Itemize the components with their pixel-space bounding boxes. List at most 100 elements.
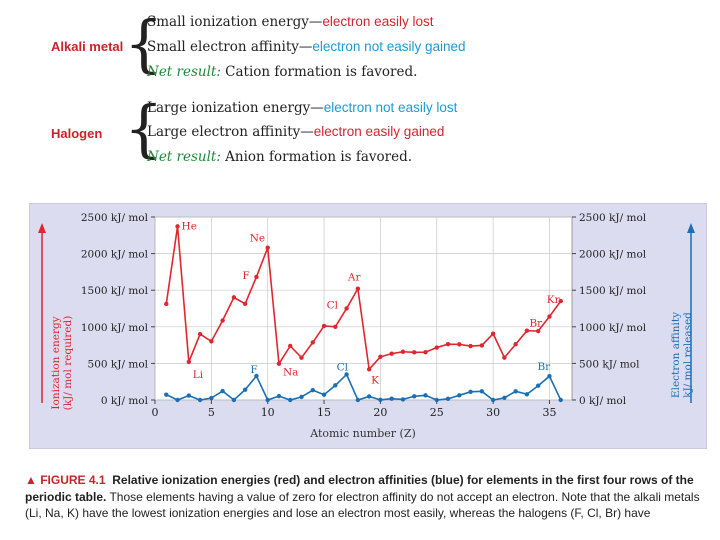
- halogen-net-result: Anion formation is favored.: [220, 149, 413, 165]
- halogen-net-result-label: Net result:: [147, 149, 221, 165]
- electron-affinity-point: [265, 397, 270, 403]
- element-label-br: Br: [529, 318, 543, 330]
- plot-area: [154, 216, 573, 401]
- right-axis-arrowhead: [687, 223, 695, 233]
- ionization-energy-point: [558, 298, 563, 304]
- y-tick-label-right: 500 kJ/ mol: [579, 358, 640, 370]
- ionization-energy-point: [412, 350, 417, 355]
- alkali-line-1-b: electron easily lost: [322, 14, 434, 29]
- alkali-line-2-b: electron not easily gained: [312, 39, 466, 54]
- series-group: [164, 224, 563, 403]
- label-group: He Ne F Ar Cl Kr Br Li Na K F Cl Br: [182, 220, 561, 386]
- electron-affinity-point: [355, 397, 361, 403]
- y-axis-title-right: Electron affinitykJ/ mol released: [670, 312, 694, 398]
- halogen-line-1-a: Large ionization energy—: [147, 100, 324, 116]
- ionization-energy-point: [164, 301, 169, 307]
- axis-title-line-1: Ionization energy: [50, 316, 62, 409]
- electron-affinity-point: [254, 373, 259, 379]
- ionization-energy-point: [423, 350, 428, 355]
- ionization-energy-point: [524, 328, 530, 333]
- electron-affinity-point: [197, 397, 203, 403]
- halogen-line-3: Net result: Anion formation is favored.: [147, 149, 412, 165]
- ionization-energy-point: [468, 343, 473, 349]
- ionization-energy-point: [242, 301, 248, 307]
- ionization-energy-point: [299, 355, 304, 360]
- ionization-affinity-chart: 0 kJ/ mol 0 kJ/ mol 500 kJ/ mol 500 kJ/ mol…: [29, 203, 707, 449]
- alkali-line-3: Net result: Cation formation is favored.: [147, 64, 417, 80]
- halogen-block: Halogen { Large ionization energy—electr…: [0, 93, 720, 183]
- alkali-line-2: Small electron affinity—electron not eas…: [147, 39, 466, 55]
- x-tick-label: 0: [152, 406, 159, 419]
- element-label-cl: Cl: [337, 361, 349, 373]
- ionization-energy-point: [547, 314, 552, 319]
- element-label-na: Na: [283, 367, 298, 379]
- electron-affinity-point: [231, 397, 237, 403]
- electron-affinity-point: [389, 396, 394, 401]
- element-label-br: Br: [537, 361, 551, 373]
- electron-affinity-point: [490, 397, 496, 403]
- grid: [154, 216, 572, 401]
- y-axis-title-left: Ionization energy(kJ/ mol required): [50, 316, 74, 411]
- electron-affinity-point: [276, 393, 282, 399]
- electron-affinity-point: [457, 393, 462, 398]
- ionization-energy-point: [209, 339, 214, 344]
- x-tick-label: 15: [317, 406, 331, 419]
- alkali-line-1: Small ionization energy—electron easily …: [147, 14, 433, 30]
- y-tick-label-left: 1000 kJ/ mol: [81, 322, 149, 334]
- electron-affinity-point: [366, 394, 372, 399]
- ionization-energy-point: [513, 342, 518, 347]
- x-tick-label: 35: [542, 406, 556, 419]
- y-tick-label-left: 2500 kJ/ mol: [81, 212, 149, 224]
- x-tick-label: 25: [430, 406, 444, 419]
- electron-affinity-point: [479, 389, 485, 394]
- electron-affinity-point: [209, 395, 214, 401]
- halogen-line-2-a: Large electron affinity—: [147, 124, 314, 140]
- electron-affinity-point: [434, 397, 439, 403]
- ionization-energy-point: [502, 355, 507, 360]
- electron-affinity-point: [502, 395, 507, 401]
- ionization-energy-point: [344, 306, 349, 311]
- ionization-energy-point: [389, 351, 394, 356]
- ionization-energy-point: [490, 331, 496, 336]
- axis-title-line-1: Electron affinity: [670, 312, 682, 398]
- figure-body: Those elements having a value of zero fo…: [25, 489, 700, 521]
- alkali-net-result-label: Net result:: [147, 64, 221, 80]
- electron-affinity-point: [299, 394, 304, 400]
- y-tick-label-left: 0 kJ/ mol: [101, 395, 149, 407]
- electron-affinity-point: [333, 383, 338, 388]
- ionization-energy-point: [321, 323, 327, 329]
- figure-number: ▲ FIGURE 4.1: [25, 473, 106, 487]
- ionization-energy-point: [479, 343, 485, 348]
- ionization-energy-point: [254, 274, 259, 280]
- electron-affinity-point: [378, 397, 383, 403]
- figure-title: Relative ionization energies (red) and e…: [25, 473, 694, 504]
- y-tick-label-right: 2500 kJ/ mol: [579, 212, 647, 224]
- ionization-energy-point: [535, 328, 541, 334]
- electron-affinity-point: [310, 387, 315, 393]
- left-axis-arrowhead: [38, 223, 46, 233]
- ionization-energy-point: [434, 345, 439, 350]
- element-label-ar: Ar: [347, 272, 362, 284]
- figure-caption: ▲ FIGURE 4.1 Relative ionization energie…: [25, 472, 715, 522]
- alkali-metal-label: Alkali metal: [51, 39, 124, 54]
- electron-affinity-point: [220, 388, 225, 394]
- y-tick-label-right: 1500 kJ/ mol: [579, 285, 647, 297]
- ionization-energy-point: [310, 340, 315, 345]
- x-tick-label: 20: [373, 406, 387, 419]
- ionization-energy-point: [400, 349, 406, 354]
- y-tick-label-right: 2000 kJ/ mol: [579, 249, 647, 261]
- electron-affinity-point: [423, 393, 428, 398]
- ionization-energy-point: [378, 354, 383, 360]
- ionization-energy-line: [165, 226, 562, 372]
- axis-title-line-2: (kJ/ mol required): [62, 316, 74, 411]
- element-label-li: Li: [193, 369, 204, 381]
- axes: 0 kJ/ mol 0 kJ/ mol 500 kJ/ mol 500 kJ/ mol…: [81, 212, 647, 419]
- alkali-line-2-a: Small electron affinity—: [147, 39, 313, 55]
- axis-title-line-2: kJ/ mol released: [682, 312, 694, 398]
- element-label-kr: Kr: [547, 294, 561, 306]
- x-tick-label: 5: [208, 406, 215, 419]
- electron-affinity-point: [524, 392, 530, 397]
- halogen-line-1-b: electron not easily lost: [323, 100, 458, 115]
- x-tick-label: 10: [261, 406, 275, 419]
- ionization-energy-point: [175, 224, 180, 229]
